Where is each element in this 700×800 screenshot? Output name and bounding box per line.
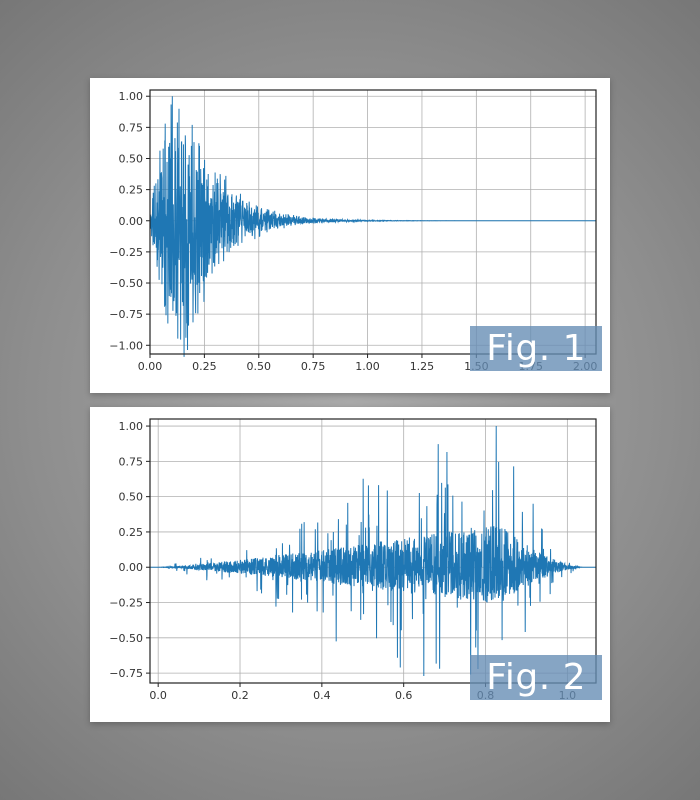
xtick-label: 0.50 <box>247 360 272 373</box>
figure-1-label: Fig. 1 <box>470 326 602 371</box>
xtick-label: 0.25 <box>192 360 217 373</box>
xtick-label: 1.25 <box>410 360 435 373</box>
xtick-label: 0.4 <box>313 689 331 702</box>
ytick-label: 0.00 <box>119 561 144 574</box>
figure-2-panel: 0.00.20.40.60.81.0−0.75−0.50−0.250.000.2… <box>90 407 610 722</box>
figure-2-label: Fig. 2 <box>470 655 602 700</box>
ytick-label: 1.00 <box>119 90 144 103</box>
ytick-label: 0.25 <box>119 184 144 197</box>
xtick-label: 0.6 <box>395 689 413 702</box>
ytick-label: −0.50 <box>109 632 143 645</box>
xtick-label: 0.2 <box>231 689 249 702</box>
ytick-label: −1.00 <box>109 339 143 352</box>
page-background: 0.000.250.500.751.001.251.501.752.00−1.0… <box>0 0 700 800</box>
figure-1-panel: 0.000.250.500.751.001.251.501.752.00−1.0… <box>90 78 610 393</box>
ytick-label: 0.75 <box>119 455 144 468</box>
ytick-label: −0.25 <box>109 246 143 259</box>
ytick-label: −0.75 <box>109 308 143 321</box>
ytick-label: −0.50 <box>109 277 143 290</box>
ytick-label: −0.25 <box>109 597 143 610</box>
ytick-label: −0.75 <box>109 667 143 680</box>
xtick-label: 0.00 <box>138 360 163 373</box>
xtick-label: 1.00 <box>355 360 380 373</box>
ytick-label: 0.75 <box>119 121 144 134</box>
ytick-label: 0.00 <box>119 215 144 228</box>
ytick-label: 0.50 <box>119 491 144 504</box>
xtick-label: 0.0 <box>149 689 167 702</box>
ytick-label: 1.00 <box>119 420 144 433</box>
ytick-label: 0.25 <box>119 526 144 539</box>
xtick-label: 0.75 <box>301 360 326 373</box>
ytick-label: 0.50 <box>119 152 144 165</box>
